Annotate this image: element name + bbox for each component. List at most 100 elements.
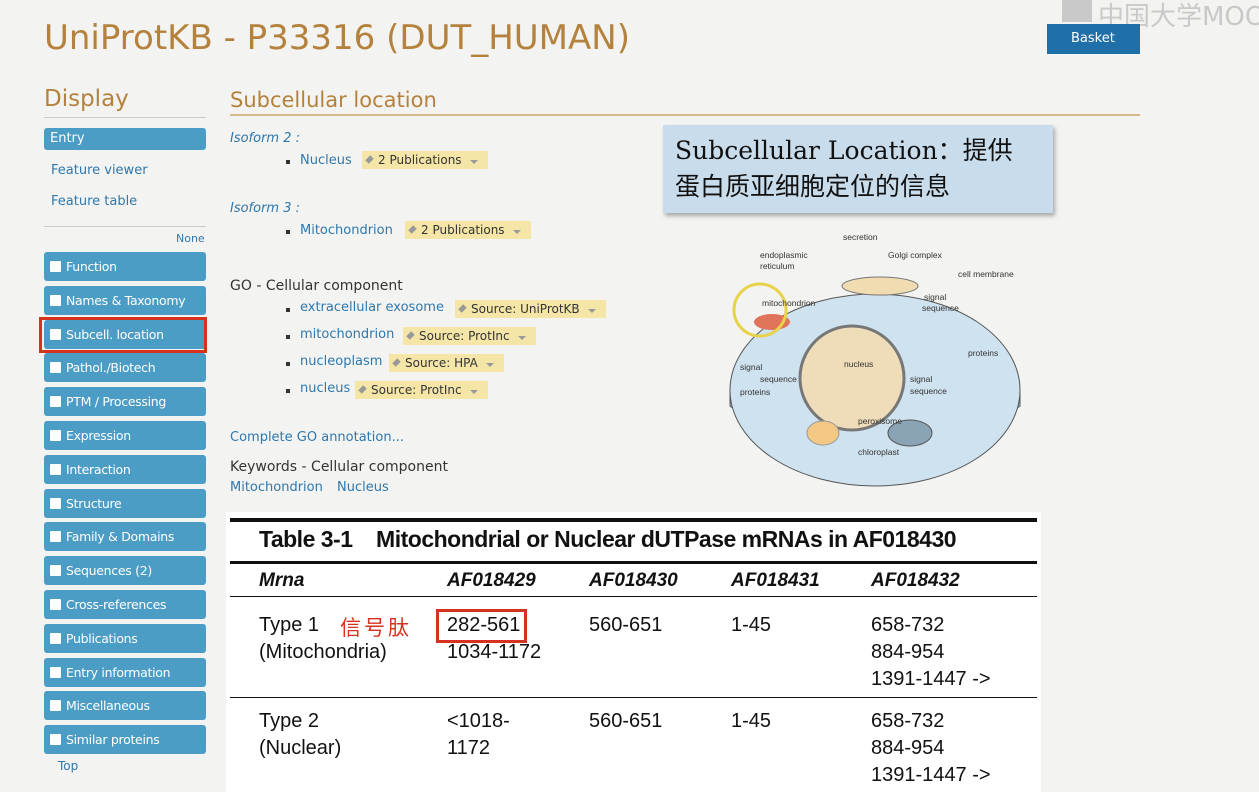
sidebar-rule bbox=[44, 117, 206, 118]
nav-link[interactable]: Entry bbox=[44, 128, 206, 150]
column-header: Mrna bbox=[259, 570, 305, 591]
location-link[interactable]: Mitochondrion bbox=[300, 223, 393, 238]
section-button[interactable]: Family & Domains bbox=[44, 522, 206, 552]
complete-go-link[interactable]: Complete GO annotation... bbox=[230, 430, 404, 445]
table-cell: 1391-1447 -> bbox=[871, 764, 991, 786]
diagram-label: secretion bbox=[843, 232, 878, 242]
keyword-link[interactable]: Mitochondrion bbox=[230, 480, 323, 495]
none-link[interactable]: None bbox=[176, 232, 205, 245]
table-cell: Type 2 bbox=[259, 710, 320, 732]
go-term-link[interactable]: nucleoplasm bbox=[300, 354, 383, 369]
annotation-box: Subcellular Location：提供 蛋白质亚细胞定位的信息 bbox=[663, 125, 1053, 213]
bullet bbox=[286, 230, 290, 234]
section-button[interactable]: PTM / Processing bbox=[44, 387, 206, 417]
diagram-label: mitochondrion bbox=[762, 298, 816, 308]
section-button[interactable]: Publications bbox=[44, 623, 206, 653]
column-header: AF018430 bbox=[589, 570, 678, 591]
keyword-link[interactable]: Nucleus bbox=[337, 480, 389, 495]
diagram-label: signal bbox=[910, 374, 932, 384]
table-cell: (Nuclear) bbox=[259, 737, 342, 759]
table-cell: (Mitochondria) bbox=[259, 641, 387, 663]
top-link[interactable]: Top bbox=[58, 759, 79, 773]
keywords-heading: Keywords - Cellular component bbox=[230, 459, 448, 475]
nav-link[interactable]: Feature viewer bbox=[51, 163, 148, 178]
table-cell: 884-954 bbox=[871, 641, 945, 663]
diagram-label: sequence bbox=[760, 374, 797, 384]
section-button[interactable]: Pathol./Biotech bbox=[44, 353, 206, 383]
go-term-link[interactable]: extracellular exosome bbox=[300, 300, 444, 315]
separator bbox=[330, 480, 333, 483]
page-title: UniProtKB - P33316 (DUT_HUMAN) bbox=[44, 18, 630, 58]
diagram-label: reticulum bbox=[760, 261, 794, 271]
golgi bbox=[841, 276, 919, 296]
section-button[interactable]: Function bbox=[44, 252, 206, 281]
peroxisome bbox=[806, 420, 840, 446]
table-cell: 1391-1447 -> bbox=[871, 668, 991, 690]
nucleus bbox=[798, 324, 906, 432]
watermark-logo bbox=[1062, 0, 1092, 22]
bullet bbox=[286, 308, 290, 312]
sidebar-heading: Display bbox=[44, 86, 129, 112]
source-tag[interactable]: Source: UniProtKB bbox=[455, 300, 606, 318]
evidence-tag[interactable]: 2 Publications bbox=[405, 221, 531, 239]
column-header: AF018432 bbox=[871, 570, 960, 591]
highlight-circle bbox=[732, 282, 788, 338]
section-button[interactable]: Names & Taxonomy bbox=[44, 285, 206, 315]
diagram-label: sequence bbox=[922, 303, 959, 313]
evidence-tag[interactable]: 2 Publications bbox=[362, 151, 488, 169]
table-cell: 282-561 bbox=[447, 614, 521, 636]
column-header: AF018429 bbox=[447, 570, 536, 591]
go-heading: GO - Cellular component bbox=[230, 278, 403, 294]
section-rule bbox=[230, 114, 1140, 116]
bullet bbox=[286, 335, 290, 339]
sidebar-rule bbox=[44, 226, 206, 227]
bullet bbox=[286, 362, 290, 366]
source-tag[interactable]: Source: HPA bbox=[389, 354, 504, 372]
annotation-line: Subcellular Location：提供 bbox=[675, 136, 1013, 165]
diagram-label: chloroplast bbox=[858, 447, 900, 457]
table-cell: 1172 bbox=[447, 737, 491, 759]
go-term-link[interactable]: nucleus bbox=[300, 381, 351, 396]
section-button[interactable]: Miscellaneous bbox=[44, 691, 206, 721]
table-rule bbox=[230, 596, 1037, 597]
annotation-line: 蛋白质亚细胞定位的信息 bbox=[675, 172, 951, 201]
section-button[interactable]: Cross-references bbox=[44, 590, 206, 619]
diagram-label: signal bbox=[924, 292, 946, 302]
diagram-label: proteins bbox=[968, 348, 998, 358]
section-button[interactable]: Interaction bbox=[44, 454, 206, 484]
location-link[interactable]: Nucleus bbox=[300, 153, 352, 168]
diagram-label: signal bbox=[740, 362, 762, 372]
basket-label[interactable]: Basket bbox=[1071, 31, 1115, 46]
table-cell: 560-651 bbox=[589, 710, 663, 732]
chloroplast bbox=[887, 419, 933, 447]
table-cell: 560-651 bbox=[589, 614, 663, 636]
bullet bbox=[286, 160, 290, 164]
isoform-label: Isoform 2 : bbox=[230, 131, 301, 146]
highlight-box bbox=[436, 609, 527, 643]
go-term-link[interactable]: mitochondrion bbox=[300, 327, 395, 342]
table-cell: 658-732 bbox=[871, 614, 945, 636]
section-button[interactable]: Entry information bbox=[44, 657, 206, 687]
diagram-label: peroxisome bbox=[858, 416, 902, 426]
basket-button[interactable]: Basket bbox=[1047, 24, 1140, 54]
table-cell: 1034-1172 bbox=[447, 641, 542, 663]
source-tag[interactable]: Source: ProtInc bbox=[355, 381, 488, 399]
table-rule bbox=[230, 518, 1037, 522]
section-button[interactable]: Expression bbox=[44, 421, 206, 450]
section-button[interactable]: Sequences (2) bbox=[44, 556, 206, 586]
section-button[interactable]: Similar proteins bbox=[44, 725, 206, 755]
isoform-label: Isoform 3 : bbox=[230, 201, 301, 216]
column-header: AF018431 bbox=[731, 570, 820, 591]
source-tag[interactable]: Source: ProtInc bbox=[403, 327, 536, 345]
diagram-label: nucleus bbox=[844, 359, 873, 369]
table-cell: Type 1 bbox=[259, 614, 320, 636]
table-area bbox=[226, 512, 1041, 792]
section-button[interactable]: Structure bbox=[44, 488, 206, 518]
annotation-note: 信号肽 bbox=[340, 616, 412, 640]
nav-link[interactable]: Feature table bbox=[51, 194, 138, 209]
section-button[interactable]: Subcell. location bbox=[44, 319, 206, 349]
table-cell: <1018- bbox=[447, 710, 510, 732]
table-cell: 884-954 bbox=[871, 737, 945, 759]
